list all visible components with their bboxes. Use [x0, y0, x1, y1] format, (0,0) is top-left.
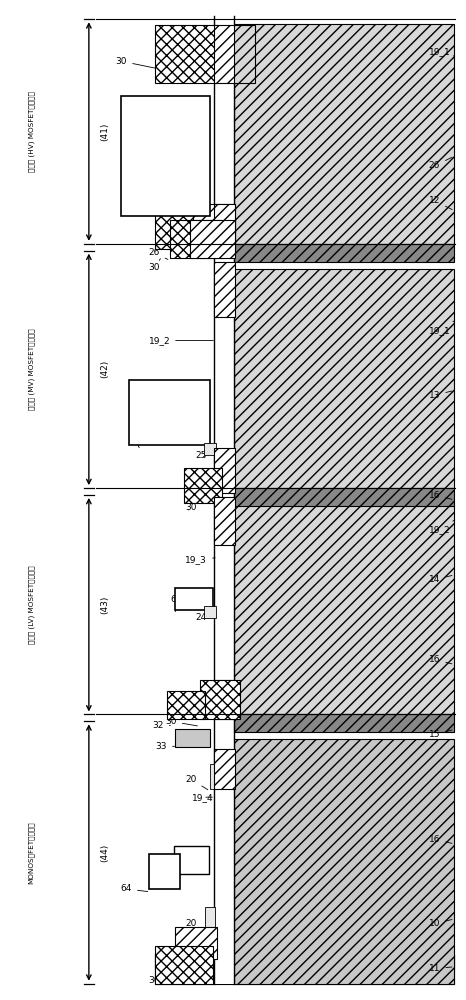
Text: 19_2: 19_2	[185, 474, 212, 487]
Bar	[234, 269, 454, 488]
Text: 中耗压 (MV) MOSFET形成区域: 中耗压 (MV) MOSFET形成区域	[28, 329, 34, 410]
Text: 61: 61	[154, 122, 165, 153]
Bar	[156, 954, 454, 969]
Text: 11: 11	[429, 964, 452, 973]
Text: 30: 30	[149, 976, 160, 985]
Bar	[174, 846, 209, 874]
Text: 30: 30	[185, 503, 197, 512]
Bar	[200, 680, 240, 719]
Bar	[121, 96, 210, 216]
Bar	[234, 505, 454, 714]
Text: 30: 30	[149, 259, 160, 272]
Text: 19_2: 19_2	[429, 520, 455, 534]
Bar	[234, 24, 454, 244]
Text: 30: 30	[116, 57, 158, 69]
Bar	[175, 588, 213, 610]
Text: 19_4: 19_4	[192, 793, 214, 802]
Bar	[214, 680, 235, 719]
Bar	[204, 443, 216, 455]
Text: 63: 63	[171, 595, 182, 612]
Text: 62: 62	[130, 421, 142, 448]
Bar	[214, 448, 235, 493]
Text: 20: 20	[185, 775, 208, 790]
Text: 16: 16	[429, 835, 452, 844]
Bar	[156, 204, 193, 249]
Text: MONOS型FET形成区域: MONOS型FET形成区域	[28, 821, 34, 884]
Bar	[214, 497, 235, 545]
Text: 15: 15	[429, 730, 452, 739]
Text: 19_4: 19_4	[175, 949, 197, 959]
Text: 64: 64	[121, 884, 148, 893]
Text: 19_3: 19_3	[192, 700, 215, 715]
Text: 16: 16	[429, 491, 452, 500]
Bar	[214, 262, 235, 317]
Text: 25: 25	[195, 451, 206, 460]
Bar	[156, 946, 213, 984]
Text: 12: 12	[429, 196, 452, 210]
Bar	[190, 204, 235, 249]
Bar	[234, 488, 454, 506]
Bar	[190, 220, 235, 258]
Bar	[175, 927, 217, 959]
Text: 30: 30	[165, 717, 198, 726]
Bar	[129, 380, 210, 445]
Bar	[214, 749, 235, 789]
Text: 20: 20	[185, 919, 205, 930]
Text: 33: 33	[156, 742, 175, 751]
Bar	[171, 220, 220, 258]
Text: 24: 24	[195, 613, 206, 622]
Bar	[167, 691, 205, 719]
Text: 35: 35	[149, 869, 171, 878]
Bar	[175, 729, 210, 747]
Bar	[214, 25, 235, 83]
Text: (41): (41)	[100, 122, 109, 141]
Text: 26: 26	[429, 157, 452, 170]
Bar	[205, 907, 215, 929]
Text: 低耗压 (LV) MOSFET形成区域: 低耗压 (LV) MOSFET形成区域	[28, 565, 34, 644]
Text: (42): (42)	[100, 360, 109, 378]
Text: 10: 10	[429, 919, 452, 928]
Text: 19_1: 19_1	[429, 47, 455, 56]
Bar	[156, 25, 217, 83]
Bar	[214, 204, 235, 249]
Bar	[156, 954, 454, 984]
Text: 13: 13	[429, 391, 452, 400]
Bar	[234, 244, 454, 262]
Bar	[234, 25, 255, 83]
Text: 19_3: 19_3	[185, 555, 215, 564]
Text: 14: 14	[429, 575, 452, 584]
Text: 26: 26	[149, 248, 168, 259]
Bar	[204, 606, 216, 618]
Text: 19_2: 19_2	[149, 336, 213, 345]
Text: (44): (44)	[100, 843, 109, 862]
Text: 16: 16	[429, 655, 452, 664]
Bar	[210, 764, 218, 789]
Bar	[214, 6, 234, 984]
Bar	[184, 468, 222, 503]
Bar	[234, 714, 454, 732]
Bar	[149, 854, 180, 889]
Text: 19_1: 19_1	[429, 320, 455, 335]
Text: 高耗压 (HV) MOSFET形成区域: 高耗压 (HV) MOSFET形成区域	[28, 91, 34, 172]
Bar	[234, 739, 454, 984]
Text: 32: 32	[152, 721, 171, 730]
Text: (43): (43)	[100, 596, 109, 614]
